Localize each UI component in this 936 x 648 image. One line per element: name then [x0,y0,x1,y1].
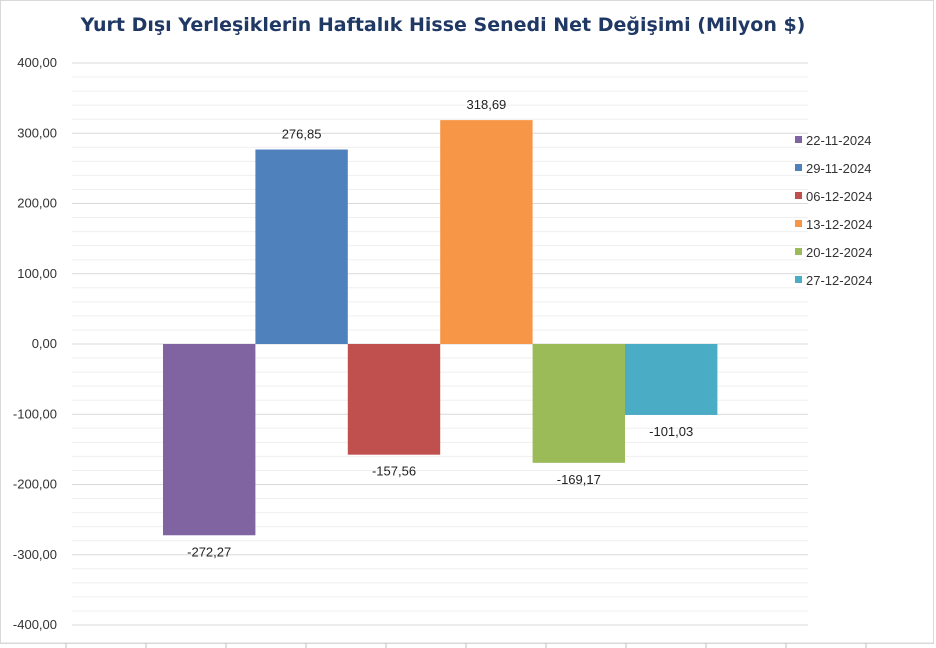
bar-20-12-2024 [532,344,625,463]
legend-swatch-22-11-2024 [795,136,802,143]
y-tick-label: -200,00 [13,477,57,492]
legend-swatch-06-12-2024 [795,192,802,199]
x-axis [0,642,934,648]
bar-06-12-2024 [347,344,441,455]
bar-22-11-2024 [163,344,256,536]
bar-29-11-2024 [255,149,348,344]
data-label-06-12-2024: -157,56 [372,464,416,479]
y-tick-label: -100,00 [13,406,57,421]
y-tick-label: 200,00 [17,196,57,211]
bar-27-12-2024 [625,344,718,415]
legend-swatch-13-12-2024 [795,220,802,227]
y-tick-label: -300,00 [13,547,57,562]
y-tick-label: 100,00 [17,266,57,281]
y-axis-labels: 400,00 300,00 200,00 100,00 0,00 -100,00 -200,… [13,55,57,632]
y-tick-label: 0,00 [32,336,57,351]
legend-label-22-11-2024: 22-11-2024 [806,133,872,148]
data-label-13-12-2024: 318,69 [467,97,507,112]
data-label-29-11-2024: 276,85 [282,127,322,142]
legend-label-29-11-2024: 29-11-2024 [806,161,872,176]
data-labels: -272,27 276,85 -157,56 318,69 -169,17 -101,03 [187,97,693,559]
data-label-27-12-2024: -101,03 [649,424,693,439]
chart-title: Yurt Dışı Yerleşiklerin Haftalık Hisse S… [80,14,806,36]
legend-swatch-20-12-2024 [795,248,802,255]
legend-label-20-12-2024: 20-12-2024 [806,245,873,260]
y-tick-label: 300,00 [17,125,57,140]
legend-label-27-12-2024: 27-12-2024 [806,273,873,288]
legend-swatch-29-11-2024 [795,164,802,171]
y-tick-label: 400,00 [17,55,57,70]
legend-label-06-12-2024: 06-12-2024 [806,189,873,204]
bar-13-12-2024 [440,120,533,345]
data-label-20-12-2024: -169,17 [557,472,601,487]
data-label-22-11-2024: -272,27 [187,544,231,559]
legend-swatch-27-12-2024 [795,276,802,283]
legend-label-13-12-2024: 13-12-2024 [806,217,873,232]
bars [163,120,718,536]
legend: 22-11-2024 29-11-2024 06-12-2024 13-12-2024… [795,133,873,288]
y-tick-label: -400,00 [13,617,57,632]
